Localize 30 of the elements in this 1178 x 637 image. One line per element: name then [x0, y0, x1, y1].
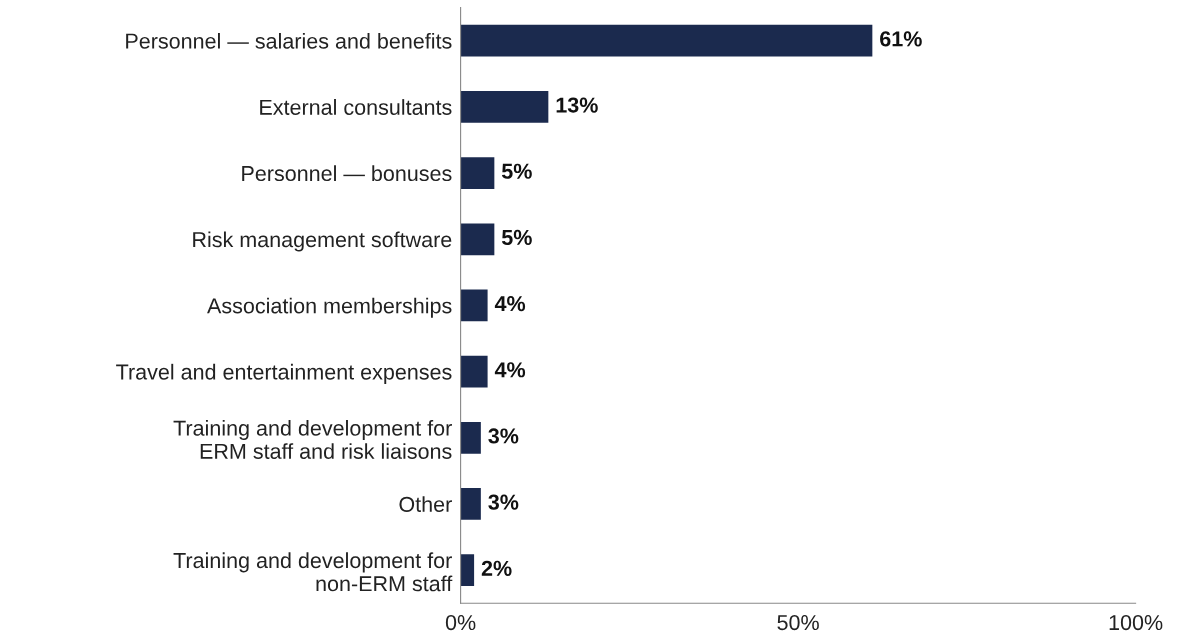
bar	[460, 355, 488, 388]
data-label: 3%	[488, 428, 519, 444]
data-label: 5%	[501, 163, 532, 179]
bar	[460, 223, 495, 256]
data-label: 3%	[488, 494, 519, 510]
bar	[460, 91, 549, 123]
y-tick-label: Risk management software	[193, 231, 452, 252]
x-tick-label: 100%	[1109, 614, 1163, 631]
bar	[460, 157, 495, 189]
data-label: 61%	[880, 31, 922, 47]
y-tick-label: External consultants	[260, 99, 452, 115]
data-label: 2%	[481, 560, 512, 576]
bar	[460, 24, 873, 57]
bar	[460, 554, 475, 587]
x-tick-label: 50%	[777, 614, 819, 631]
y-tick-label: Training and development for ERM staff and risk liaisons	[173, 419, 452, 459]
y-tick-label: Personnel — bonuses	[242, 165, 452, 182]
bar	[460, 421, 481, 454]
y-tick-label: Personnel — salaries and benefits	[126, 32, 452, 49]
data-label: 4%	[494, 296, 526, 312]
data-label: 5%	[501, 229, 532, 246]
data-label: 13%	[556, 97, 598, 113]
bar	[460, 289, 488, 322]
y-tick-label: Other	[399, 496, 452, 512]
data-label: 4%	[494, 362, 526, 378]
bar	[460, 488, 481, 520]
y-tick-label: Association memberships	[207, 297, 452, 318]
y-tick-label: Travel and entertainment expenses	[116, 363, 452, 384]
x-tick-label: 0%	[445, 614, 476, 631]
y-tick-label: Training and development for non-ERM staff	[173, 552, 453, 592]
